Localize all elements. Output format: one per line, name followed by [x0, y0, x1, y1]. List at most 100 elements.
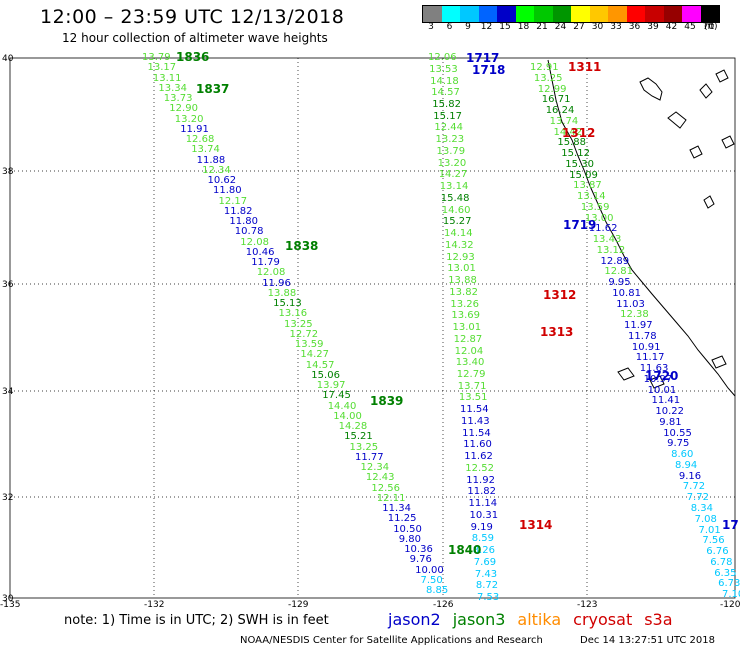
longitude-label: -126	[433, 600, 454, 610]
wave-height-value: 16.24	[545, 105, 575, 116]
wave-height-value: 14.40	[327, 400, 357, 412]
wave-height-value: 10.36	[404, 544, 433, 555]
coastline-segment	[703, 195, 715, 209]
wave-height-value: 14.60	[441, 204, 471, 216]
latitude-label: 30	[2, 594, 14, 604]
colorbar-swatch	[460, 6, 479, 22]
wave-height-value: 14.14	[444, 228, 473, 240]
wave-height-value: 15.88	[557, 137, 587, 149]
map-title: 12:00 – 23:59 UTC 12/13/2018	[40, 6, 345, 28]
wave-height-value: 12.44	[434, 122, 464, 134]
wave-height-value: 12.99	[537, 83, 567, 95]
wave-height-value: 10.22	[655, 406, 685, 418]
wave-height-value: 14.27	[300, 349, 330, 361]
wave-height-value: 7.56	[702, 535, 725, 547]
colorbar-swatch	[497, 6, 516, 22]
wave-height-value: 13.43	[592, 234, 622, 246]
colorbar-label: 24	[554, 22, 567, 32]
wave-height-value: 7.43	[474, 568, 498, 580]
wave-height-value: 13.14	[577, 191, 606, 203]
wave-height-value: 13.23	[435, 134, 465, 146]
longitude-label: -129	[288, 600, 309, 610]
colorbar-label: 42	[665, 22, 678, 32]
wave-height-value: 10.62	[207, 175, 237, 186]
wave-height-value: 14.18	[430, 75, 459, 87]
satellite-legend-item: s3a	[644, 610, 673, 629]
colorbar-label: 33	[610, 22, 622, 32]
wave-height-value: 13.51	[458, 392, 488, 404]
wave-height-value: 15.30	[565, 158, 594, 170]
wave-height-value: 12.68	[185, 134, 215, 145]
wave-height-value: 8.34	[690, 503, 713, 514]
coastline-segment	[639, 77, 663, 101]
satellite-legend-item: cryosat	[573, 610, 633, 629]
pass-number-label: 1838	[285, 239, 319, 253]
wave-height-value: 9.76	[409, 554, 432, 566]
pass-number-label: 17	[722, 518, 739, 532]
wave-height-value: 11.54	[460, 404, 489, 416]
pass-number-label: 1718	[472, 63, 506, 77]
longitude-label: -123	[577, 600, 598, 610]
wave-height-value: 13.69	[451, 310, 481, 322]
pass-number-label: 1837	[196, 82, 230, 96]
wave-height-value: 10.01	[647, 384, 677, 396]
pass-number-label: 1720	[645, 369, 679, 383]
colorbar-swatch	[534, 6, 553, 22]
wave-height-value: 11.78	[628, 330, 657, 342]
wave-height-value: 12.38	[620, 309, 649, 321]
coastline-segment	[715, 69, 729, 83]
wave-height-value: 6.73	[718, 578, 740, 590]
wave-height-value: 13.20	[174, 113, 204, 125]
longitude-label: -132	[144, 600, 165, 610]
wave-height-value: 12.81	[604, 266, 634, 278]
wave-height-value: 12.91	[530, 62, 559, 73]
wave-height-value: 13.59	[580, 201, 610, 213]
wave-height-value: 12.11	[376, 492, 406, 504]
credit-footer: NOAA/NESDIS Center for Satellite Applica…	[240, 635, 543, 646]
wave-height-value: 8.60	[671, 449, 694, 461]
wave-height-value: 13.74	[549, 115, 579, 127]
wave-height-value: 12.04	[454, 345, 484, 357]
wave-height-value: 12.93	[446, 251, 475, 263]
colorbar-swatch	[645, 6, 664, 22]
wave-height-value: 8.94	[675, 459, 698, 471]
latitude-label: 38	[2, 167, 14, 177]
wave-height-value: 12.34	[202, 164, 231, 176]
wave-height-value: 13.01	[447, 263, 476, 275]
wave-height-value: 12.34	[360, 462, 390, 473]
pass-number-label: 1314	[519, 518, 553, 532]
satellite-legend-item: altika	[517, 610, 562, 629]
wave-height-value: 13.11	[152, 72, 182, 84]
wave-height-value: 13.25	[349, 441, 379, 453]
wave-height-value: 13.59	[294, 339, 324, 350]
wave-height-value: 6.35	[714, 567, 737, 579]
wave-height-value: 11.41	[651, 395, 681, 407]
wave-height-value: 10.00	[415, 564, 444, 576]
wave-height-value: 11.82	[467, 486, 497, 498]
latitude-label: 40	[2, 54, 14, 64]
wave-height-value: 12.79	[456, 369, 486, 380]
coastline-segment	[689, 145, 703, 159]
wave-height-value: 8.26	[472, 545, 495, 556]
wave-height-value: 9.75	[667, 438, 690, 450]
colorbar-swatch	[515, 6, 534, 22]
wave-height-value: 11.80	[229, 216, 259, 227]
wave-height-value: 13.97	[316, 380, 346, 391]
wave-height-value: 13.00	[584, 212, 614, 224]
wave-height-value: 11.88	[196, 154, 226, 166]
wave-height-value: 11.17	[635, 352, 665, 364]
wave-height-value: 8.72	[475, 580, 499, 592]
wave-height-value: 7.72	[682, 481, 706, 493]
wave-height-value: 10.50	[393, 523, 422, 535]
coastline-segment	[721, 135, 735, 149]
wave-height-value: 14.57	[305, 359, 335, 371]
wave-height-value: 10.97	[643, 373, 673, 385]
wave-height-value: 16.71	[541, 94, 571, 106]
colorbar-label: 30	[591, 22, 604, 32]
wave-height-value: 13.53	[429, 63, 458, 75]
colorbar-label: 15	[499, 22, 511, 32]
pass-number-label: 1719	[563, 218, 597, 232]
wave-height-value: 13.88	[267, 287, 297, 299]
coastline-segment	[711, 355, 727, 369]
wave-height-value: 9.19	[470, 521, 493, 533]
